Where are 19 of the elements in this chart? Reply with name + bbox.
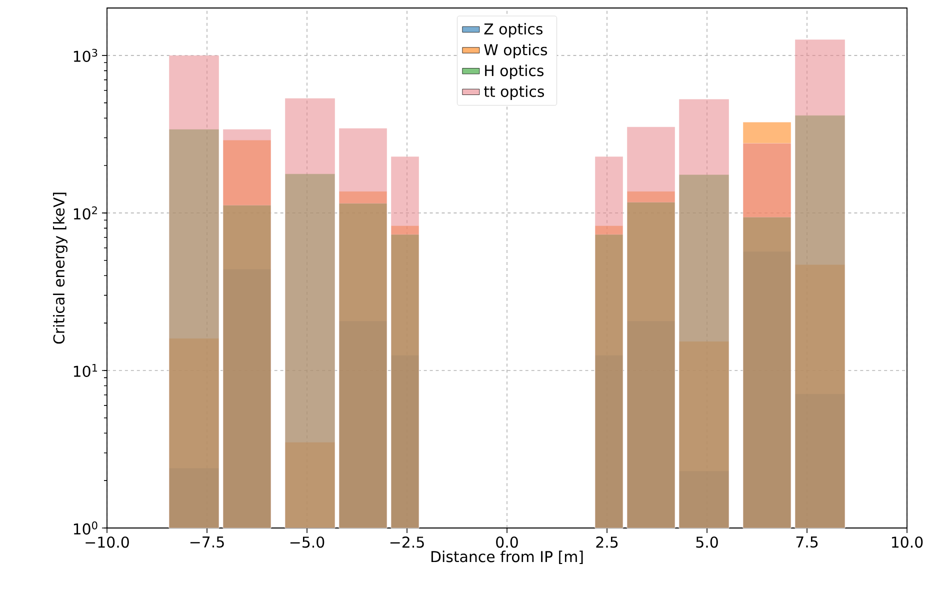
legend-label: W optics	[484, 44, 548, 58]
x-tick-label: 5.0	[696, 536, 718, 548]
x-tick-label: −10.0	[86, 536, 129, 548]
y-tick-label: 10$^{2}$	[74, 206, 97, 220]
x-tick-label: 0.0	[496, 536, 518, 548]
y-tick-label: 10$^{0}$	[74, 521, 98, 535]
x-tick-label: −7.5	[190, 536, 224, 548]
y-axis-title: Critical energy [keV]	[53, 192, 68, 344]
legend-label: tt optics	[484, 86, 544, 100]
y-tick-label: 10$^{1}$	[74, 364, 98, 377]
x-tick-label: 10.0	[892, 536, 923, 548]
x-tick-label: −5.0	[290, 536, 324, 548]
x-tick-label: −2.5	[390, 536, 424, 548]
x-tick-label: 2.5	[596, 536, 618, 548]
legend-label: H optics	[485, 64, 544, 80]
y-tick-label: 10$^{3}$	[74, 48, 98, 62]
x-axis-title: Distance from IP [m]	[431, 550, 583, 564]
x-tick-label: 7.5	[796, 536, 818, 548]
legend-label: Z optics	[484, 23, 543, 38]
